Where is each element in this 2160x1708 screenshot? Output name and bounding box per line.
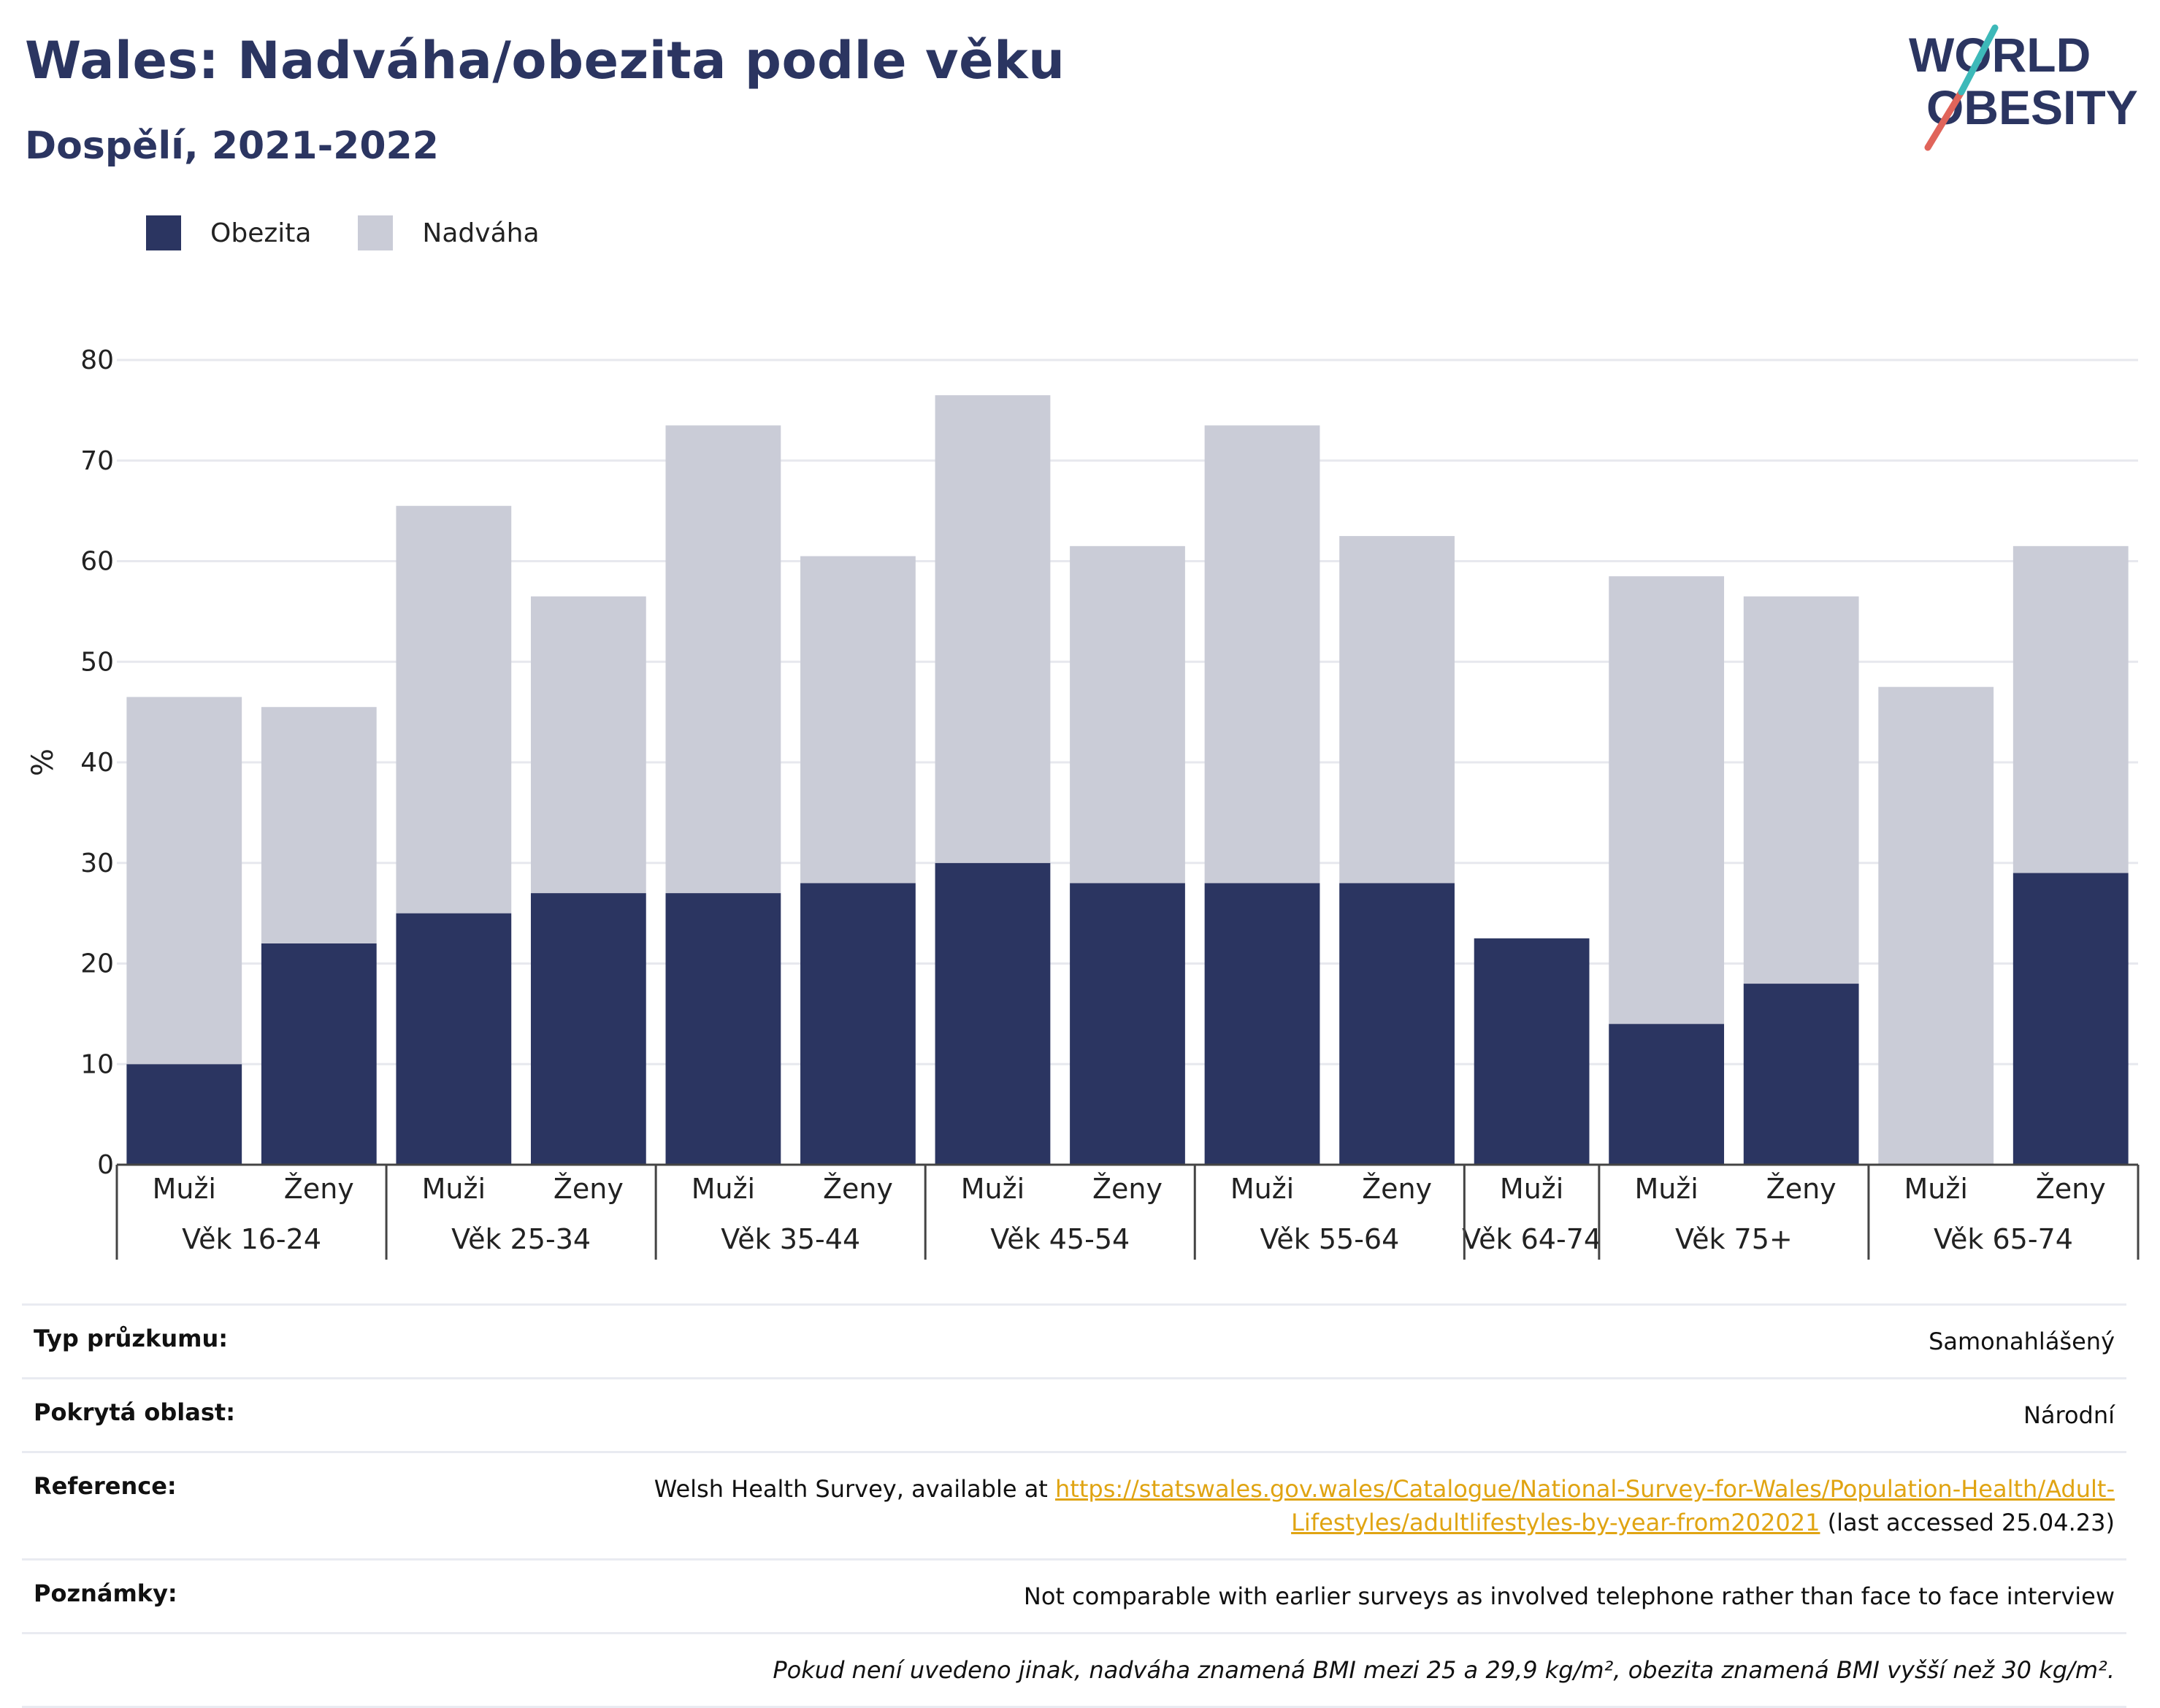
notes-label: Poznámky: (34, 1579, 177, 1607)
bar-overweight (396, 505, 512, 914)
x-tick-label-group: Věk 45-54 (990, 1223, 1130, 1255)
bar-overweight (261, 707, 377, 943)
world-obesity-logo: WORLD OBESITY (1909, 24, 2138, 151)
bar-overweight (1743, 596, 1859, 984)
bar-overweight (665, 425, 781, 894)
x-tick-label-sex: Muži (153, 1173, 216, 1205)
bar-overweight (1878, 686, 1994, 1165)
y-tick-label: 30 (80, 849, 114, 878)
legend-item-obesity[interactable]: Obezita (146, 215, 311, 250)
y-tick-label: 0 (97, 1150, 114, 1180)
x-tick-label-sex: Muži (1230, 1173, 1294, 1205)
bar-overweight (2012, 545, 2129, 873)
survey-type-label: Typ průzkumu: (34, 1325, 229, 1352)
x-tick-label-sex: Muži (1904, 1173, 1968, 1205)
y-tick-label: 10 (80, 1049, 114, 1079)
x-tick-label-sex: Ženy (1766, 1173, 1837, 1205)
bar-overweight (1609, 576, 1725, 1025)
y-tick-label: 60 (80, 547, 114, 577)
bar-obesity (1609, 1024, 1725, 1165)
info-row-footnote: Pokud není uvedeno jinak, nadváha znamen… (22, 1632, 2126, 1708)
x-tick-label-sex: Muži (1500, 1173, 1563, 1205)
bar-obesity (396, 913, 512, 1165)
legend-swatch-overweight (358, 215, 394, 250)
x-tick-label-group: Věk 75+ (1675, 1223, 1793, 1255)
chart-title: Wales: Nadváha/obezita podle věku (25, 31, 1065, 91)
coverage-value: Národní (2023, 1401, 2115, 1429)
legend-swatch-obesity (146, 215, 181, 250)
x-tick-label-sex: Ženy (284, 1173, 354, 1205)
info-row-coverage: Pokrytá oblast: Národní (22, 1377, 2126, 1451)
x-tick-label-group: Věk 35-44 (721, 1223, 860, 1255)
info-row-survey-type: Typ průzkumu: Samonahlášený (22, 1303, 2126, 1377)
info-table: Typ průzkumu: Samonahlášený Pokrytá obla… (22, 1303, 2126, 1708)
legend-label-overweight: Nadváha (422, 218, 540, 248)
y-tick-label: 80 (80, 345, 114, 375)
bar-overweight (126, 697, 242, 1065)
reference-label: Reference: (34, 1472, 177, 1500)
x-tick-label-group: Věk 55-64 (1260, 1223, 1399, 1255)
x-tick-label-group: Věk 16-24 (182, 1223, 321, 1255)
bar-obesity (665, 893, 781, 1165)
reference-prefix: Welsh Health Survey, available at (654, 1475, 1056, 1503)
bar-obesity (1070, 883, 1185, 1165)
x-tick-label-group: Věk 65-74 (1934, 1223, 2073, 1255)
x-tick-label-sex: Muži (422, 1173, 486, 1205)
bar-obesity (530, 893, 646, 1165)
chart-subtitle: Dospělí, 2021-2022 (25, 124, 439, 168)
y-tick-label: 50 (80, 647, 114, 677)
notes-value: Not comparable with earlier surveys as i… (1023, 1582, 2115, 1610)
bar-overweight (1339, 536, 1455, 884)
x-tick-label-group: Věk 25-34 (451, 1223, 591, 1255)
bar-overweight (800, 556, 916, 884)
bar-obesity (126, 1064, 242, 1165)
x-tick-label-sex: Ženy (2036, 1173, 2106, 1205)
coverage-label: Pokrytá oblast: (34, 1398, 235, 1426)
bar-overweight (1204, 425, 1320, 884)
x-tick-label-sex: Muži (1634, 1173, 1698, 1205)
bar-obesity (1743, 984, 1859, 1165)
bar-overweight (935, 395, 1051, 863)
legend-item-overweight[interactable]: Nadváha (358, 215, 540, 250)
bar-obesity (1474, 938, 1590, 1165)
bar-obesity (1339, 883, 1455, 1165)
x-tick-label-sex: Ženy (1092, 1173, 1163, 1205)
reference-value: Welsh Health Survey, available at https:… (391, 1472, 2115, 1539)
logo-slash-teal (1958, 24, 1999, 96)
bar-obesity (1204, 883, 1320, 1165)
stacked-bar-chart: 0 10 20 30 40 50 60 70 80% Muži Ženy Věk 16-24 Muži Ž… (26, 345, 2140, 1260)
y-tick-label: 40 (80, 748, 114, 778)
logo-slash-red (1924, 88, 1965, 151)
bar-obesity (261, 943, 377, 1165)
survey-type-value: Samonahlášený (1929, 1328, 2115, 1355)
x-tick-label-sex: Ženy (823, 1173, 893, 1205)
reference-suffix: (last accessed 25.04.23) (1820, 1509, 2115, 1536)
chart-legend: Obezita Nadváha (146, 215, 586, 250)
reference-link[interactable]: https://statswales.gov.wales/Catalogue/N… (1055, 1475, 2115, 1536)
x-tick-label-sex: Muži (692, 1173, 755, 1205)
y-tick-label: 20 (80, 949, 114, 979)
legend-label-obesity: Obezita (210, 218, 312, 248)
logo-line1: WORLD (1909, 28, 2091, 82)
bar-obesity (800, 883, 916, 1165)
y-axis-label: % (26, 748, 60, 776)
x-tick-label-sex: Ženy (554, 1173, 624, 1205)
x-tick-label-sex: Ženy (1362, 1173, 1432, 1205)
bar-overweight (530, 596, 646, 894)
bar-obesity (2012, 873, 2129, 1165)
footnote: Pokud není uvedeno jinak, nadváha znamen… (773, 1656, 2115, 1684)
bar-overweight (1070, 545, 1185, 884)
info-row-notes: Poznámky: Not comparable with earlier su… (22, 1558, 2126, 1632)
x-tick-label-group: Věk 64-74 (1462, 1223, 1601, 1255)
bar-obesity (935, 862, 1051, 1165)
y-tick-label: 70 (80, 446, 114, 476)
logo-line2: OBESITY (1926, 80, 2138, 134)
x-tick-label-sex: Muži (961, 1173, 1025, 1205)
info-row-reference: Reference: Welsh Health Survey, availabl… (22, 1451, 2126, 1558)
